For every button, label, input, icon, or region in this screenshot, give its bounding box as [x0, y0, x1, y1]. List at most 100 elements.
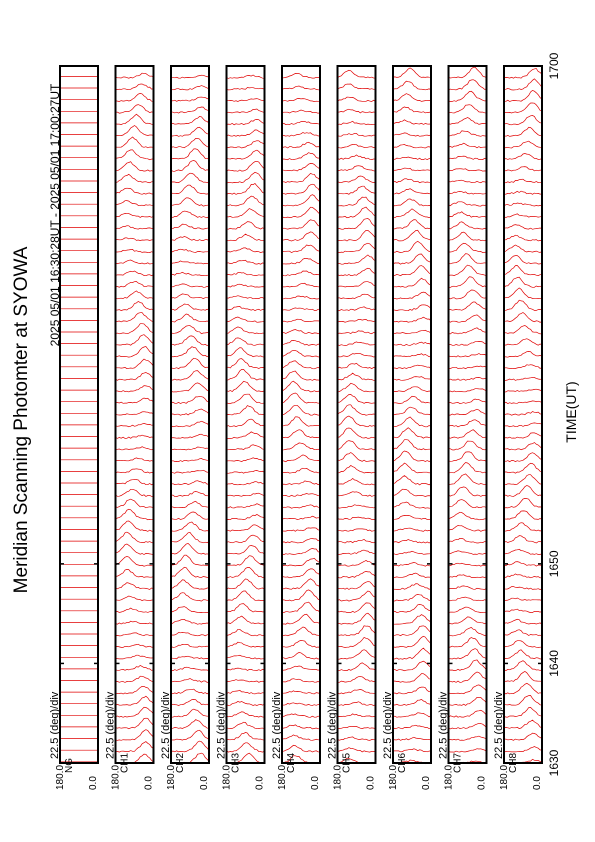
scan-trace — [448, 562, 487, 567]
scan-trace — [281, 329, 321, 335]
scan-trace — [226, 503, 265, 509]
scan-trace — [170, 126, 210, 137]
scan-trace — [503, 535, 543, 544]
chart-subtitle: 2025 05/01 16:30:28UT - 2025 05/01 17:00… — [48, 83, 62, 346]
scan-trace — [337, 713, 376, 718]
scan-trace — [281, 380, 321, 393]
x-tick-label: 1650 — [547, 550, 561, 577]
angle-bottom-label: 0.0 — [310, 776, 321, 790]
scan-trace — [170, 458, 210, 462]
scale-label: 22.5 (deg)/div — [493, 691, 505, 759]
scan-trace — [392, 539, 432, 544]
scan-trace — [115, 595, 154, 602]
scan-trace — [448, 538, 487, 544]
scan-trace — [448, 486, 487, 497]
angle-bottom-label: 0.0 — [199, 776, 210, 790]
scale-label: 22.5 (deg)/div — [271, 691, 283, 759]
scan-trace — [170, 408, 210, 416]
scan-trace — [448, 253, 487, 265]
scan-trace — [448, 722, 487, 730]
scan-trace — [281, 442, 321, 451]
scan-trace — [115, 423, 154, 428]
scan-trace — [115, 706, 154, 718]
scan-trace — [226, 641, 265, 648]
scan-trace — [226, 667, 265, 671]
scan-trace — [115, 372, 154, 381]
scan-trace — [448, 104, 487, 114]
scan-trace — [226, 160, 265, 172]
scan-trace — [448, 451, 487, 462]
scan-trace — [337, 372, 376, 381]
scan-trace — [226, 405, 265, 416]
scan-trace — [170, 666, 210, 672]
panel-frame — [59, 65, 99, 764]
scan-trace — [392, 450, 432, 462]
angle-top-label: 180.0 — [55, 765, 66, 790]
scan-trace — [448, 585, 487, 590]
scan-trace — [503, 640, 542, 648]
scan-trace — [226, 119, 265, 126]
scan-trace — [448, 596, 487, 602]
scan-trace — [115, 187, 154, 195]
scan-trace — [337, 229, 376, 242]
scan-trace — [115, 93, 154, 102]
scan-trace — [448, 684, 487, 695]
scan-trace — [170, 740, 210, 753]
scan-trace — [170, 480, 210, 485]
scan-trace — [226, 578, 265, 590]
scale-label: 22.5 (deg)/div — [216, 691, 228, 759]
scan-trace — [337, 427, 376, 439]
panel-frame — [392, 65, 432, 764]
panel-frame — [114, 65, 155, 764]
scan-trace — [170, 96, 210, 102]
panel-frame — [336, 65, 377, 764]
scan-trace — [226, 418, 265, 428]
angle-top-label: 180.0 — [222, 765, 233, 790]
scan-trace — [226, 615, 265, 625]
scan-trace — [448, 201, 487, 207]
scale-label: 22.5 (deg)/div — [438, 691, 450, 759]
scan-trace — [337, 69, 376, 79]
scan-trace — [392, 219, 432, 230]
scan-trace — [503, 707, 543, 718]
scan-trace — [503, 166, 543, 172]
scan-trace — [115, 488, 154, 497]
scan-trace — [503, 89, 543, 102]
scan-trace — [115, 582, 154, 590]
scan-trace — [115, 620, 154, 625]
angle-top-label: 180.0 — [499, 765, 510, 790]
scan-trace — [281, 73, 321, 79]
scan-trace — [281, 85, 321, 91]
scan-trace — [281, 307, 321, 311]
scan-trace — [448, 616, 487, 625]
scan-trace — [337, 83, 376, 90]
scan-trace — [337, 636, 376, 648]
scan-trace — [170, 420, 210, 428]
scan-trace — [503, 695, 543, 706]
scan-trace — [115, 685, 154, 695]
scan-trace — [281, 538, 321, 544]
scan-trace — [503, 224, 543, 230]
scan-trace — [392, 635, 432, 648]
scan-trace — [170, 223, 210, 230]
scan-trace — [448, 606, 487, 614]
scan-trace — [337, 120, 376, 126]
scan-trace — [170, 160, 210, 172]
scan-trace — [448, 130, 487, 137]
scan-trace — [503, 287, 543, 300]
angle-top-label: 180.0 — [166, 765, 177, 790]
scan-trace — [503, 548, 543, 555]
scan-trace — [503, 400, 543, 405]
scan-trace — [503, 68, 543, 79]
scan-trace — [115, 729, 154, 741]
scan-trace — [503, 115, 543, 126]
scan-trace — [392, 167, 432, 172]
scan-trace — [170, 303, 210, 311]
scan-trace — [226, 513, 265, 521]
scan-trace — [226, 306, 265, 311]
channel-label: CH2 — [175, 753, 186, 773]
scan-trace — [226, 380, 265, 393]
scan-trace — [337, 662, 376, 672]
angle-top-label: 180.0 — [388, 765, 399, 790]
scan-trace — [392, 416, 432, 428]
